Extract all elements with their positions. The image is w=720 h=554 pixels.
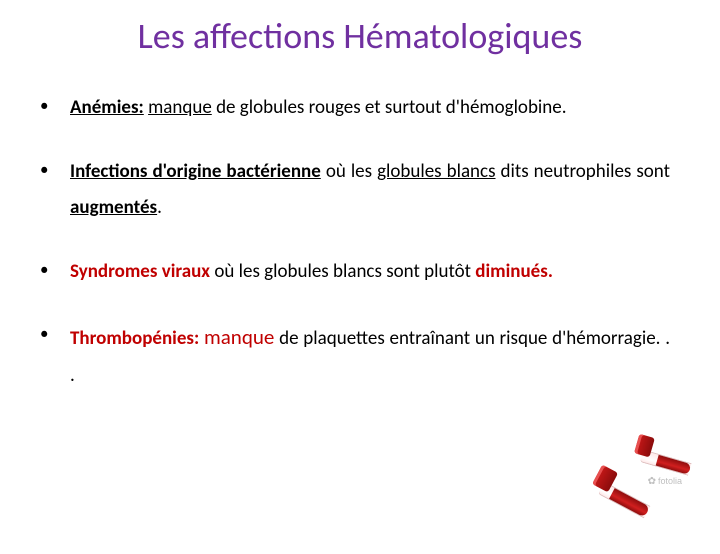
tube-front-blood xyxy=(609,488,650,517)
bullet-item: Anémies: manque de globules rouges et su… xyxy=(36,90,670,126)
text-segment: globules blancs xyxy=(377,160,495,183)
bullet-list: Anémies: manque de globules rouges et su… xyxy=(0,90,720,394)
text-segment: diminués. xyxy=(475,260,553,283)
bullet-item: Infections d'origine bactérienne où les … xyxy=(36,154,670,226)
text-segment: . xyxy=(157,196,162,219)
text-segment: Thrombopénies: xyxy=(70,327,199,350)
text-segment: où les globules blancs sont plutôt xyxy=(210,260,475,283)
blood-tubes-illustration: ✿fotolia xyxy=(552,454,682,546)
text-segment: augmentés xyxy=(70,196,157,219)
tube-back-blood xyxy=(656,455,692,475)
text-segment: manque xyxy=(148,96,212,119)
text-segment: manque xyxy=(204,324,274,350)
watermark-icon: ✿ xyxy=(648,476,656,487)
bullet-item: Thrombopénies: manque de plaquettes entr… xyxy=(36,318,670,394)
text-segment: Syndromes viraux xyxy=(70,260,210,283)
page-title: Les affections Hématologiques xyxy=(0,14,720,58)
watermark: ✿fotolia xyxy=(648,476,682,487)
bullet-item: Syndromes viraux où les globules blancs … xyxy=(36,254,670,290)
title-text: Les affections Hématologiques xyxy=(138,14,583,58)
watermark-text: fotolia xyxy=(658,476,682,486)
text-segment: Infections d'origine bactérienne xyxy=(70,160,321,183)
text-segment: où les xyxy=(321,160,377,183)
text-segment: de globules rouges et surtout d'hémoglob… xyxy=(212,96,567,119)
text-segment: Anémies: xyxy=(70,96,144,119)
text-segment: dits neutrophiles sont xyxy=(496,160,670,183)
